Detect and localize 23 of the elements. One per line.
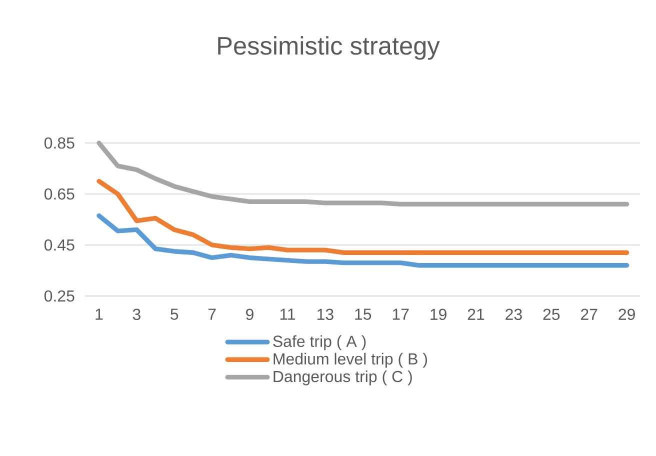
y-tick-label: 0.65 <box>44 188 74 200</box>
legend-label: Safe trip ( A ) <box>273 335 366 350</box>
x-tick-label: 23 <box>506 308 522 320</box>
x-tick-label: 13 <box>317 308 334 320</box>
legend-label: Dangerous trip ( C ) <box>274 370 412 386</box>
chart-title: Pessimistic strategy <box>218 36 440 60</box>
x-tick-label: 5 <box>170 308 178 320</box>
x-tick-label: 1 <box>96 308 103 320</box>
x-tick-label: 27 <box>581 308 598 320</box>
y-tick-label: 0.25 <box>44 290 74 302</box>
x-tick-label: 9 <box>246 308 254 320</box>
x-tick-label: 19 <box>430 308 446 320</box>
legend-label: Medium level trip ( B ) <box>274 352 427 368</box>
x-tick-label: 3 <box>132 308 140 320</box>
x-tick-label: 21 <box>468 308 484 320</box>
x-tick-label: 7 <box>208 308 216 320</box>
x-tick-label: 17 <box>392 308 409 320</box>
y-tick-label: 0.45 <box>44 239 74 251</box>
x-tick-label: 25 <box>543 308 560 320</box>
x-tick-label: 15 <box>355 308 372 320</box>
x-tick-label: 11 <box>280 308 295 320</box>
y-tick-label: 0.85 <box>44 137 74 149</box>
x-tick-label: 29 <box>618 308 635 320</box>
